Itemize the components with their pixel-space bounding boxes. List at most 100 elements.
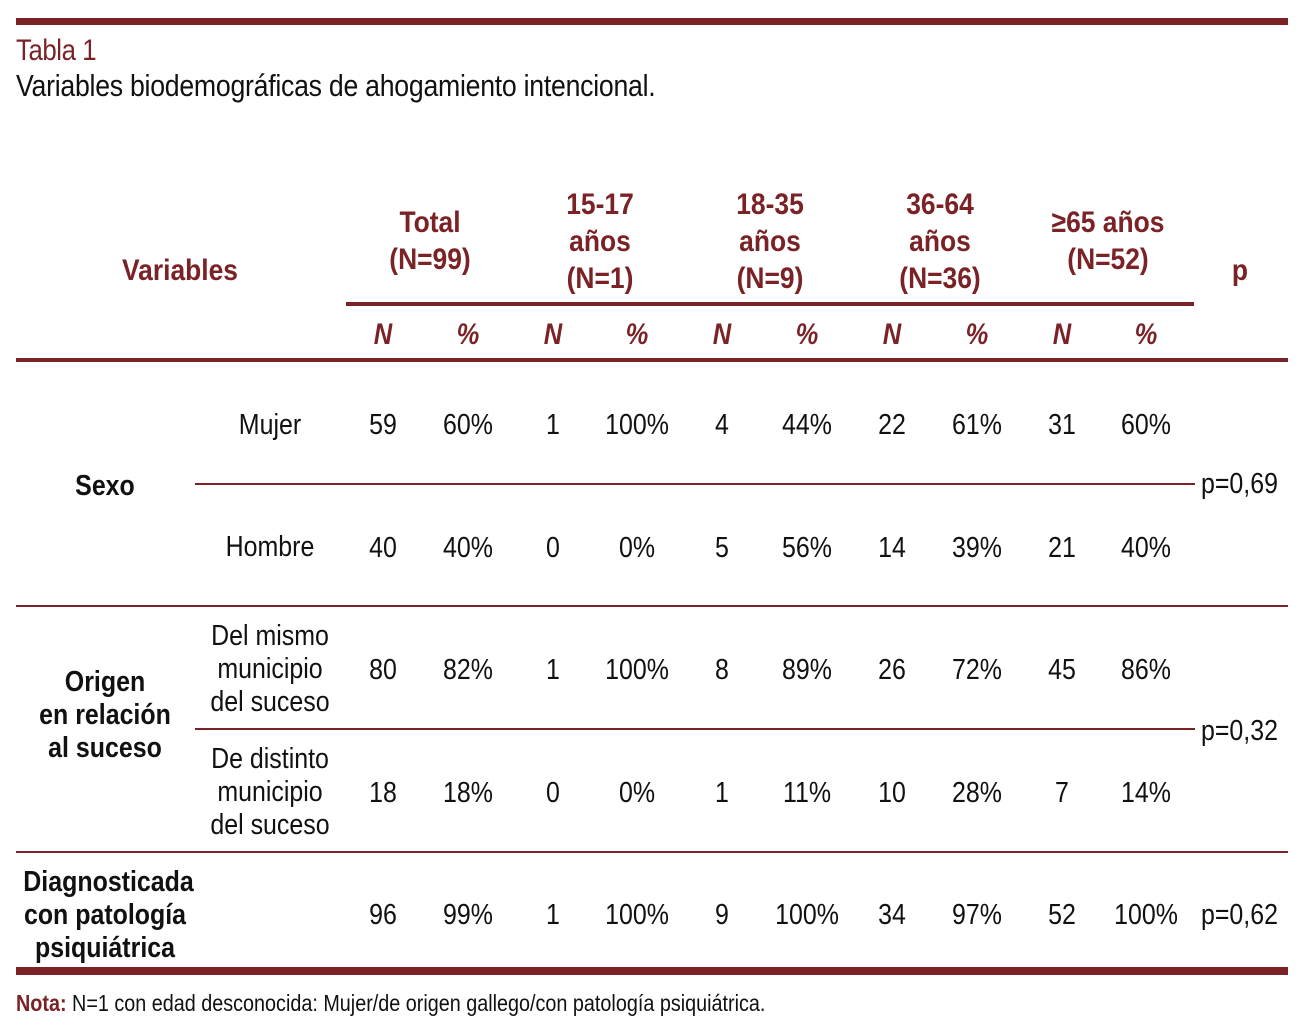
cell-pct-65plus: 60%	[1121, 409, 1171, 441]
subheader-pct-65plus: %	[1134, 318, 1158, 351]
group-label-diag-line1: Diagnosticada	[23, 866, 194, 898]
cell-pct-18-35: 89%	[782, 654, 832, 686]
header-group-total: Total (N=99)	[342, 204, 518, 278]
cell-n-36-64: 22	[878, 409, 906, 441]
header-36-64-line3: (N=36)	[899, 262, 981, 295]
row-label-mismo-line3: del suceso	[210, 686, 330, 718]
cell-n-65plus: 45	[1048, 654, 1076, 686]
cell-n-total: 18	[369, 777, 397, 809]
cell-n-18-35: 5	[715, 532, 729, 564]
subheader-pct-36-64: %	[965, 318, 989, 351]
row-label-hombre: Hombre	[225, 531, 315, 563]
table-label: Tabla 1	[16, 34, 97, 67]
origen-bottom-rule	[16, 851, 1288, 853]
header-65plus-line1: ≥65 años	[1051, 206, 1165, 239]
header-group-65plus: ≥65 años (N=52)	[1020, 204, 1196, 278]
cell-pct-36-64: 28%	[952, 777, 1002, 809]
group-label-origen-line2: en relación	[39, 699, 171, 731]
cell-pct-36-64: 97%	[952, 899, 1002, 931]
header-18-35-line1: 18-35	[736, 188, 804, 221]
subheader-n-65plus: N	[1052, 318, 1072, 351]
cell-pct-18-35: 44%	[782, 409, 832, 441]
group-label-origen-line1: Origen	[64, 666, 146, 698]
cell-n-15-17: 1	[546, 409, 560, 441]
note-label: Nota:	[16, 990, 67, 1016]
cell-n-total: 96	[369, 899, 397, 931]
cell-pct-36-64: 61%	[952, 409, 1002, 441]
cell-n-65plus: 7	[1055, 777, 1069, 809]
cell-n-65plus: 52	[1048, 899, 1076, 931]
subheader-pct-15-17: %	[625, 318, 649, 351]
cell-n-total: 59	[369, 409, 397, 441]
subheader-n-36-64: N	[882, 318, 902, 351]
subheader-pct-18-35: %	[795, 318, 819, 351]
cell-pct-65plus: 86%	[1121, 654, 1171, 686]
cell-n-total: 80	[369, 654, 397, 686]
cell-n-36-64: 10	[878, 777, 906, 809]
cell-n-65plus: 21	[1048, 532, 1076, 564]
header-variables: Variables	[122, 254, 238, 287]
cell-pct-total: 99%	[443, 899, 493, 931]
sexo-separator	[195, 483, 1195, 485]
cell-n-total: 40	[369, 532, 397, 564]
row-label-mismo-municipio: Del mismo municipio del suceso	[206, 620, 335, 719]
p-value-origen: p=0,32	[1201, 715, 1278, 747]
cell-pct-65plus: 14%	[1121, 777, 1171, 809]
cell-pct-36-64: 39%	[952, 532, 1002, 564]
header-15-17-line1: 15-17	[566, 188, 634, 221]
cell-n-18-35: 1	[715, 777, 729, 809]
header-group-rule	[346, 302, 1194, 306]
header-36-64-line2: años	[909, 225, 971, 258]
header-group-15-17: 15-17 años (N=1)	[512, 186, 688, 297]
cell-pct-15-17: 100%	[605, 409, 669, 441]
subheader-n-total: N	[373, 318, 393, 351]
header-total-line2: (N=99)	[389, 243, 471, 276]
header-15-17-line2: años	[569, 225, 631, 258]
header-65plus-line2: (N=52)	[1067, 243, 1149, 276]
cell-n-15-17: 1	[546, 654, 560, 686]
table-title: Variables biodemográficas de ahogamiento…	[16, 68, 656, 103]
row-label-distinto-line1: De distinto	[211, 743, 329, 775]
row-label-mismo-line1: Del mismo	[211, 620, 329, 652]
cell-n-15-17: 0	[546, 777, 560, 809]
cell-n-65plus: 31	[1048, 409, 1076, 441]
cell-n-18-35: 8	[715, 654, 729, 686]
cell-n-15-17: 1	[546, 899, 560, 931]
header-18-35-line2: años	[739, 225, 801, 258]
p-value-sexo: p=0,69	[1201, 468, 1278, 500]
sexo-bottom-rule	[16, 605, 1288, 607]
header-15-17-line3: (N=1)	[566, 262, 634, 295]
header-18-35-line3: (N=9)	[736, 262, 804, 295]
header-group-36-64: 36-64 años (N=36)	[852, 186, 1028, 297]
group-label-sexo: Sexo	[75, 470, 135, 502]
note-text: N=1 con edad desconocida: Mujer/de orige…	[66, 990, 766, 1016]
group-label-origen: Origen en relación al suceso	[32, 666, 178, 765]
group-label-origen-line3: al suceso	[48, 732, 162, 764]
subheader-pct-total: %	[456, 318, 480, 351]
cell-pct-18-35: 100%	[775, 899, 839, 931]
row-label-distinto-line3: del suceso	[210, 809, 330, 841]
cell-pct-15-17: 100%	[605, 654, 669, 686]
header-total-line1: Total	[399, 206, 461, 239]
cell-n-15-17: 0	[546, 532, 560, 564]
group-label-diagnosticada: Diagnosticada con patología psiquiátrica	[23, 866, 194, 965]
cell-pct-total: 40%	[443, 532, 493, 564]
row-label-mismo-line2: municipio	[217, 653, 323, 685]
p-value-diagnosticada: p=0,62	[1201, 899, 1278, 931]
cell-pct-18-35: 56%	[782, 532, 832, 564]
subheader-n-15-17: N	[543, 318, 563, 351]
cell-pct-18-35: 11%	[782, 777, 832, 809]
cell-pct-total: 82%	[443, 654, 493, 686]
cell-n-18-35: 9	[715, 899, 729, 931]
header-p: p	[1231, 254, 1249, 287]
header-36-64-line1: 36-64	[906, 188, 974, 221]
group-label-diag-line3: psiquiátrica	[35, 932, 175, 964]
cell-pct-total: 18%	[443, 777, 493, 809]
cell-n-36-64: 26	[878, 654, 906, 686]
cell-n-18-35: 4	[715, 409, 729, 441]
header-group-18-35: 18-35 años (N=9)	[682, 186, 858, 297]
cell-n-36-64: 34	[878, 899, 906, 931]
row-label-distinto-line2: municipio	[217, 776, 323, 808]
row-label-mujer: Mujer	[238, 409, 302, 441]
cell-pct-36-64: 72%	[952, 654, 1002, 686]
